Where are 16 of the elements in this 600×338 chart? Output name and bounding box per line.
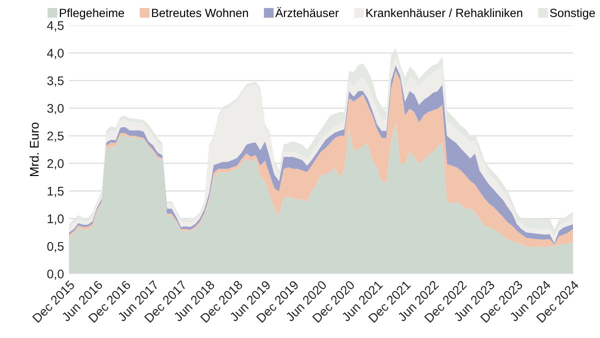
y-tick-label: 3,0 — [47, 104, 64, 114]
legend-label: Pflegeheime — [60, 8, 124, 20]
legend-label: Sonstige — [550, 8, 595, 20]
y-tick-label: 4,0 — [47, 48, 64, 60]
y-tick-label: 0,5 — [47, 242, 64, 252]
y-tick-label: 0,0 — [47, 270, 64, 280]
legend-label: Ärztehäuser — [275, 7, 339, 18]
y-tick-label: 1,5 — [48, 186, 64, 198]
y-tick-label: 1,0 — [48, 214, 64, 225]
y-tick-label: 4,5 — [47, 21, 64, 32]
y-tick-label: 3,5 — [47, 76, 64, 87]
legend-label: Betreutes Wohnen — [152, 8, 248, 18]
y-tick-label: 2,5 — [47, 132, 64, 142]
legend-label: Krankenhäuser / Rehakliniken — [366, 8, 522, 18]
y-tick-label: 2,0 — [47, 159, 64, 170]
y-axis-title: Mrd. Euro — [30, 122, 39, 176]
